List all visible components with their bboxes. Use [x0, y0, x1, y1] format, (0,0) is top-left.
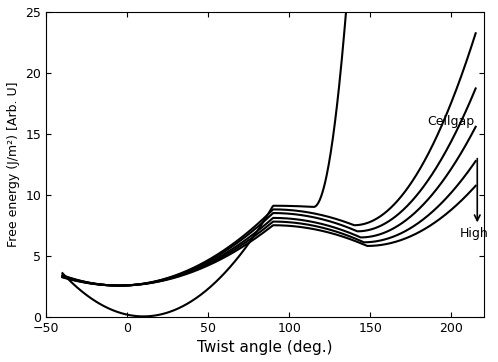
X-axis label: Twist angle (deg.): Twist angle (deg.): [197, 340, 333, 355]
Text: Cellgap: Cellgap: [427, 115, 474, 128]
Text: High: High: [460, 227, 488, 240]
Y-axis label: Free energy (J/m²) [Arb. U]: Free energy (J/m²) [Arb. U]: [7, 81, 20, 247]
